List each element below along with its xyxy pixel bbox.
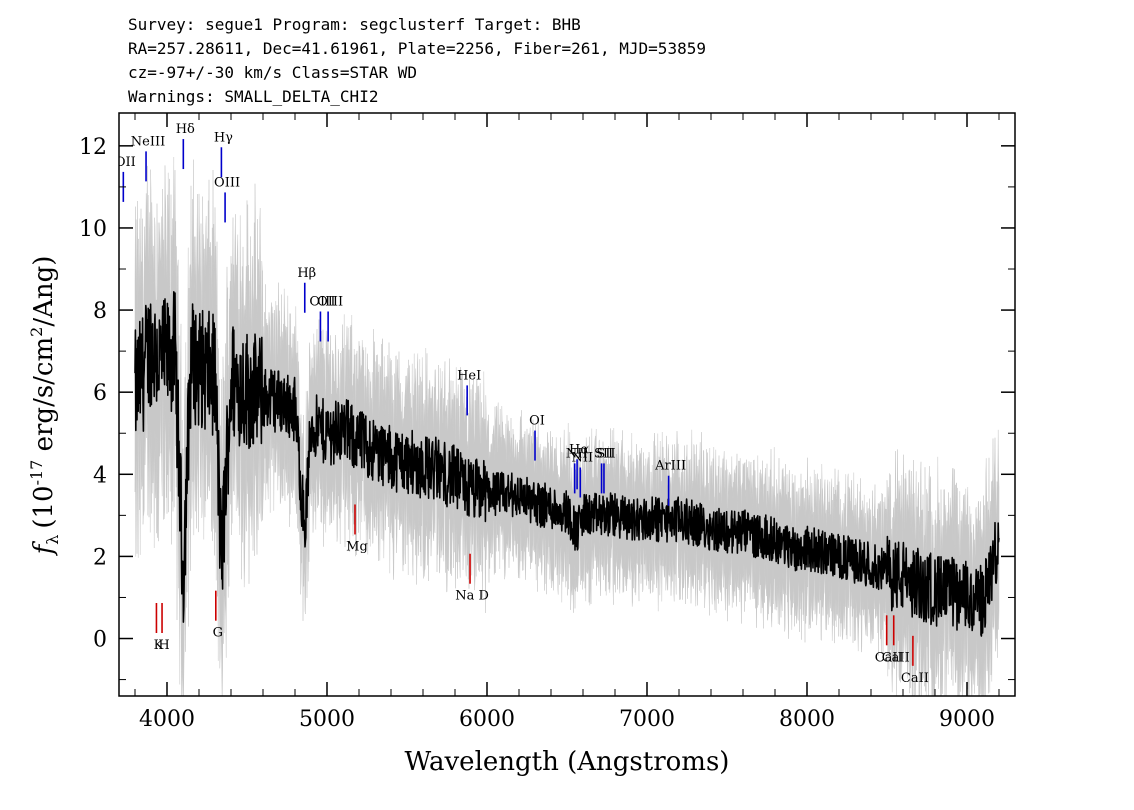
x-tick-label: 7000 [619, 707, 675, 732]
absorption-line-label: Na D [455, 589, 489, 604]
y-axis-title-unit-c: /Ang) [29, 256, 59, 327]
x-axis-title: Wavelength (Angstroms) [405, 747, 730, 777]
emission-line-label: SII [594, 446, 613, 461]
x-tick-label: 4000 [139, 707, 195, 732]
emission-line-label: HeI [457, 368, 481, 383]
emission-line-label: Hβ [297, 266, 316, 281]
emission-line-label: OI [529, 414, 545, 429]
plot-frame [118, 112, 1016, 697]
absorption-line-label: H [158, 638, 169, 653]
y-axis-title-exp-a: -17 [27, 460, 46, 486]
absorption-line-label: CaII [901, 671, 929, 686]
y-tick-label: 4 [93, 463, 107, 488]
emission-line-label: NeIII [131, 134, 165, 149]
emission-line-label: NII [571, 451, 593, 466]
emission-line-label: OIII [214, 175, 240, 190]
header-line-2: RA=257.28611, Dec=41.61961, Plate=2256, … [128, 39, 706, 58]
emission-line-label: OII [115, 155, 136, 170]
emission-line-label: Hγ [214, 130, 233, 145]
y-axis-title: fλ(10-17 erg/s/cm2/Ang) [27, 256, 62, 557]
flux-error-band [134, 157, 1000, 696]
y-tick-label: 6 [93, 381, 107, 406]
y-axis-title-unit-b: erg/s/cm [29, 337, 59, 460]
absorption-line-label: Mg [346, 539, 368, 554]
emission-line-label: NII [566, 446, 588, 461]
emission-line-label: ArIII [654, 459, 686, 474]
x-tick-label: 8000 [779, 707, 835, 732]
x-tick-label: 9000 [939, 707, 995, 732]
header-line-1: Survey: segue1 Program: segclusterf Targ… [128, 15, 581, 34]
y-tick-label: 10 [79, 217, 107, 242]
x-tick-label: 6000 [459, 707, 515, 732]
emission-line-label: SII [596, 446, 615, 461]
y-axis-title-unit-a: (10 [29, 485, 59, 528]
y-tick-label: 2 [93, 545, 107, 570]
absorption-line-label: K [154, 638, 164, 653]
y-axis: 0 2 4 6 8 10 12 [79, 135, 1015, 681]
y-tick-label: 12 [79, 135, 107, 160]
absorption-line-label: CaII [882, 650, 910, 665]
x-axis: 4000 5000 6000 7000 8000 9000 [134, 113, 1000, 732]
y-axis-title-exp-b: 2 [27, 327, 46, 337]
y-tick-label: 8 [93, 299, 107, 324]
y-axis-title-lambda: λ [43, 535, 62, 545]
absorption-line-label: CaII [875, 650, 903, 665]
y-tick-label: 0 [93, 628, 107, 653]
absorption-line-label: G [213, 626, 223, 641]
x-tick-label: 5000 [299, 707, 355, 732]
emission-line-label: OIII [317, 294, 343, 309]
header-line-4: Warnings: SMALL_DELTA_CHI2 [128, 87, 378, 106]
header-line-3: cz=-97+/-30 km/s Class=STAR WD [128, 63, 417, 82]
emission-line-label: Hδ [176, 122, 195, 137]
emission-line-label: OIII [309, 294, 335, 309]
emission-line-label: Hα [569, 442, 589, 457]
flux-line [134, 291, 1000, 637]
